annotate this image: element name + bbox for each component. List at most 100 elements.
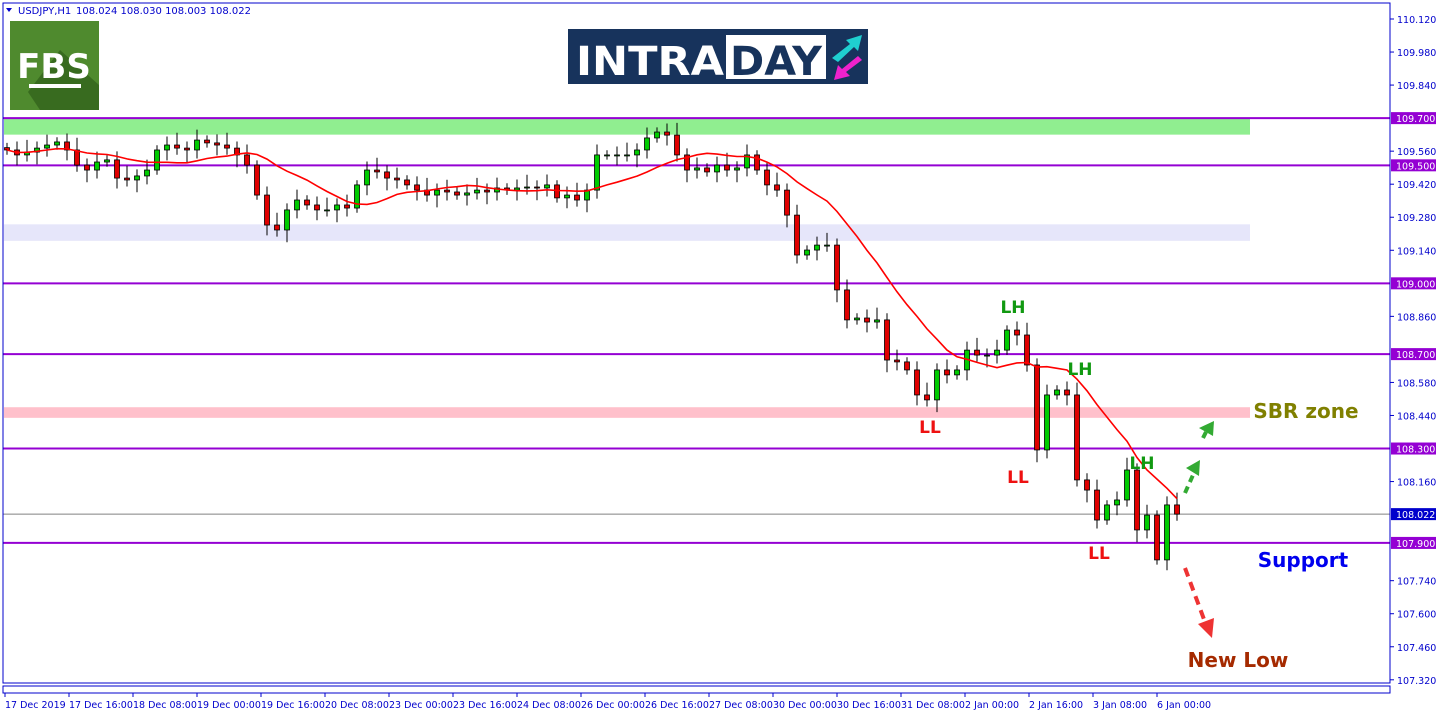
candle-body [254,164,260,196]
lower-low-label: LL [1088,544,1110,564]
candle-body [434,189,440,196]
candle-body [74,149,80,166]
candle-body [304,199,310,206]
candle-body [204,139,210,144]
candle-body [874,319,880,323]
level-price-label: 109.700 [1396,114,1435,125]
candles [4,122,1180,571]
candle-body [1104,504,1110,521]
candle-body [604,154,610,157]
candle-body [744,154,750,169]
candle-body [694,167,700,171]
candle-body [954,369,960,376]
candle-body [684,154,690,171]
current-price-tag [1391,508,1436,521]
candle-body [804,249,810,256]
candle-body [284,209,290,231]
candle-body [1014,329,1020,336]
current-price-label: 108.022 [1396,510,1435,521]
candle-body [974,349,980,356]
candle-body [754,154,760,171]
x-tick-label: 6 Jan 00:00 [1157,700,1211,711]
candle-body [714,164,720,173]
candle-body [1054,389,1060,396]
candle-body [1024,334,1030,366]
zones [4,118,1250,418]
candle-body [614,154,620,157]
candle-body [1144,514,1150,531]
up-arrow-icon [832,35,862,62]
candle-body [884,319,890,361]
candle-body [934,369,940,401]
candle-body [1004,329,1010,351]
candle-body [294,199,300,211]
candle-body [574,194,580,201]
candle-body [184,147,190,151]
candle-body [84,164,90,171]
candle-body [314,204,320,211]
level-price-tag [1391,536,1436,549]
candle-body [174,144,180,149]
y-tick-label: 108.440 [1397,411,1436,422]
candle-body [1084,479,1090,491]
candle-body [454,191,460,196]
x-tick-label: 24 Dec 08:00 [517,700,581,711]
candle-body [364,169,370,186]
x-tick-label: 17 Dec 2019 [5,700,66,711]
x-tick-label: 23 Dec 00:00 [389,700,453,711]
y-tick-label: 108.580 [1397,378,1436,389]
candle-body [914,369,920,396]
candle-body [1044,394,1050,451]
candle-body [524,186,530,189]
candle-body [134,175,140,181]
candle-body [1134,469,1140,531]
candle-body [774,184,780,191]
x-tick-label: 27 Dec 08:00 [709,700,773,711]
indicator-subwindow [2,685,1391,694]
collapse-triangle-icon[interactable] [6,8,12,12]
bullish-scenario-arrow-icon [1183,421,1214,494]
y-tick-label: 109.280 [1397,213,1436,224]
y-tick-label: 107.320 [1397,676,1436,687]
candle-body [644,137,650,151]
candle-body [274,224,280,231]
svg-text:FBS: FBS [17,47,91,87]
lower-low-label: LL [1007,468,1029,488]
candle-body [1114,499,1120,506]
candle-body [724,164,730,171]
candle-body [144,169,150,177]
level-price-label: 109.000 [1396,279,1435,290]
x-tick-label: 26 Dec 00:00 [581,700,645,711]
level-price-label: 108.300 [1396,445,1435,456]
candle-body [834,244,840,291]
x-tick-label: 2 Jan 16:00 [1029,700,1083,711]
candle-body [474,189,480,194]
candle-body [664,131,670,136]
candle-body [44,144,50,149]
candle-body [994,349,1000,356]
lower-low-label: LL [919,418,941,438]
price-zone [4,407,1250,418]
candle-body [224,144,230,149]
candle-body [484,189,490,193]
candle-body [784,189,790,216]
candle-body [64,141,70,151]
candle-body [384,171,390,179]
y-tick-label: 107.460 [1397,643,1436,654]
lower-high-label: LH [1000,298,1025,318]
y-tick-label: 109.420 [1397,180,1436,191]
candle-body [594,154,600,191]
candle-body [864,317,870,323]
candle-body [54,141,60,146]
candle-body [354,184,360,209]
candle-body [904,361,910,371]
candle-body [264,194,270,226]
candle-body [194,139,200,151]
candle-body [564,194,570,199]
candle-body [764,169,770,186]
candle-body [854,317,860,321]
svg-text:DAY: DAY [730,39,823,85]
y-tick-label: 109.840 [1397,81,1436,92]
candle-body [414,184,420,191]
